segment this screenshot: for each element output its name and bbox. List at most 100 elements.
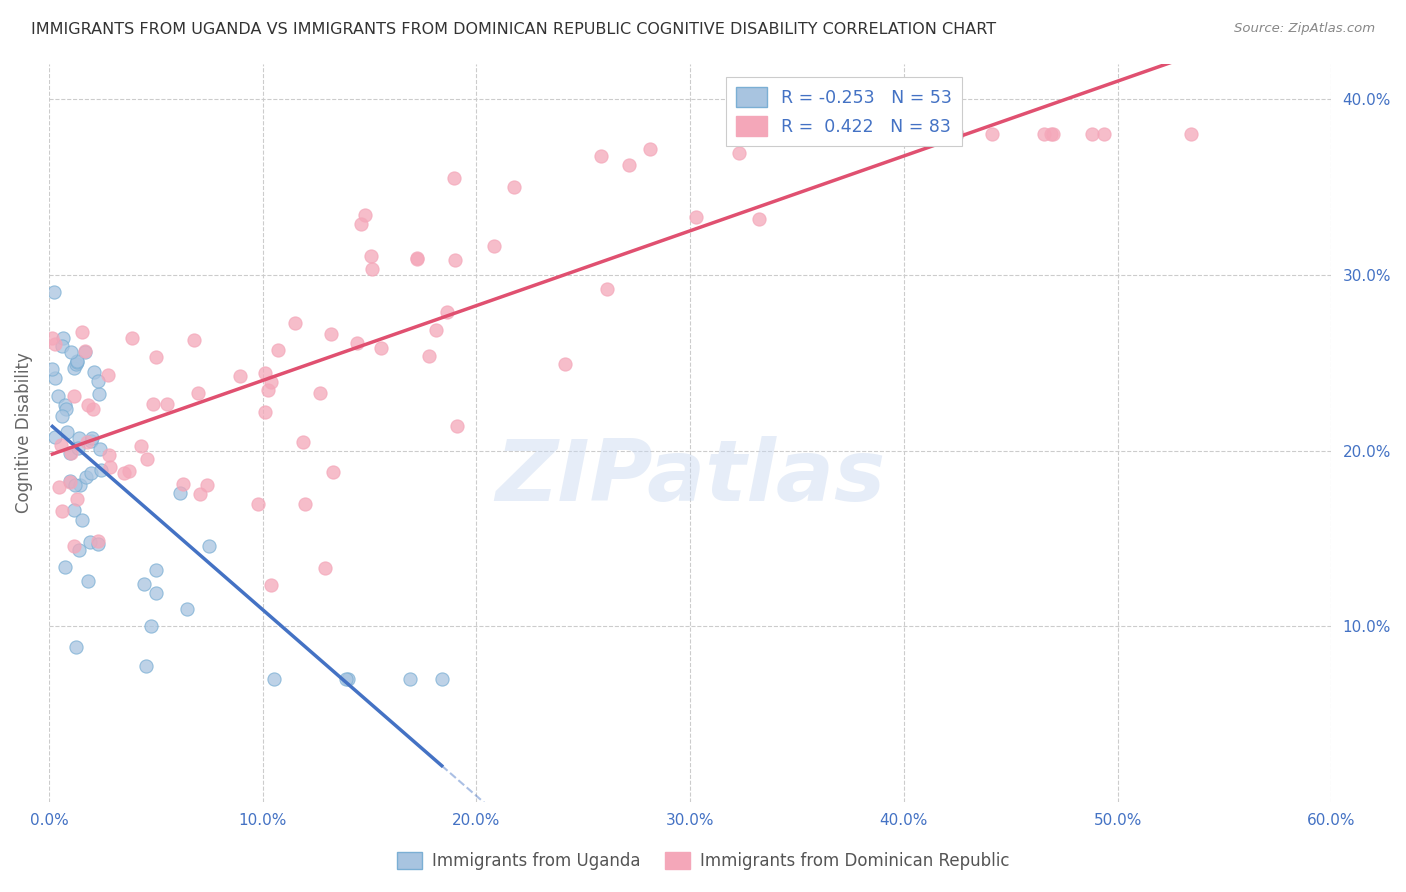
Point	[354, 209, 377, 223]
Point	[44, 430, 66, 444]
Point	[76, 398, 98, 412]
Point	[83, 365, 105, 379]
Point	[335, 672, 357, 686]
Point	[79, 534, 101, 549]
Point	[62, 389, 84, 403]
Point	[66, 441, 89, 455]
Point	[981, 128, 1004, 142]
Point	[294, 497, 316, 511]
Point	[183, 334, 205, 348]
Point	[65, 357, 87, 371]
Point	[44, 285, 66, 300]
Point	[59, 446, 82, 460]
Point	[48, 480, 70, 494]
Text: IMMIGRANTS FROM UGANDA VS IMMIGRANTS FROM DOMINICAN REPUBLIC COGNITIVE DISABILIT: IMMIGRANTS FROM UGANDA VS IMMIGRANTS FRO…	[31, 22, 995, 37]
Point	[254, 366, 277, 380]
Point	[52, 331, 75, 345]
Point	[76, 435, 98, 450]
Point	[257, 383, 280, 397]
Point	[80, 434, 103, 448]
Point	[920, 128, 942, 142]
Point	[51, 339, 73, 353]
Point	[56, 425, 79, 439]
Point	[145, 563, 167, 577]
Point	[121, 331, 143, 345]
Point	[51, 504, 73, 518]
Point	[46, 389, 69, 403]
Point	[502, 180, 524, 194]
Point	[314, 561, 336, 575]
Point	[176, 602, 198, 616]
Point	[63, 503, 86, 517]
Point	[87, 387, 110, 401]
Point	[818, 128, 841, 142]
Point	[44, 336, 66, 351]
Point	[430, 672, 453, 686]
Point	[685, 210, 707, 224]
Point	[135, 451, 157, 466]
Point	[82, 402, 104, 417]
Text: ZIPatlas: ZIPatlas	[495, 435, 886, 519]
Point	[443, 171, 465, 186]
Point	[1032, 128, 1054, 142]
Point	[436, 305, 458, 319]
Legend: R = -0.253   N = 53, R =  0.422   N = 83: R = -0.253 N = 53, R = 0.422 N = 83	[725, 77, 963, 146]
Point	[112, 466, 135, 480]
Point	[1040, 128, 1063, 142]
Point	[260, 578, 283, 592]
Point	[405, 252, 427, 266]
Point	[406, 252, 429, 267]
Point	[360, 249, 382, 263]
Point	[596, 282, 619, 296]
Point	[336, 672, 359, 686]
Point	[589, 149, 612, 163]
Point	[135, 659, 157, 673]
Point	[322, 466, 344, 480]
Point	[727, 145, 749, 160]
Point	[87, 534, 110, 549]
Point	[446, 419, 468, 434]
Point	[309, 386, 332, 401]
Point	[63, 477, 86, 491]
Point	[156, 397, 179, 411]
Point	[67, 431, 90, 445]
Point	[887, 128, 910, 142]
Point	[321, 327, 343, 342]
Point	[945, 128, 967, 142]
Point	[66, 354, 89, 368]
Point	[188, 487, 211, 501]
Point	[65, 640, 87, 654]
Point	[360, 261, 382, 276]
Point	[246, 497, 269, 511]
Point	[75, 469, 97, 483]
Point	[79, 466, 101, 480]
Point	[198, 539, 221, 553]
Legend: Immigrants from Uganda, Immigrants from Dominican Republic: Immigrants from Uganda, Immigrants from …	[389, 845, 1017, 877]
Point	[82, 431, 104, 445]
Point	[97, 448, 120, 462]
Point	[425, 323, 447, 337]
Point	[444, 252, 467, 267]
Point	[172, 476, 194, 491]
Point	[267, 343, 290, 357]
Point	[53, 560, 76, 574]
Point	[44, 371, 66, 385]
Point	[292, 435, 315, 450]
Point	[72, 325, 94, 339]
Point	[62, 361, 84, 376]
Point	[55, 402, 77, 417]
Point	[66, 355, 89, 369]
Point	[65, 491, 87, 506]
Point	[748, 212, 770, 227]
Point	[145, 586, 167, 600]
Point	[1094, 128, 1116, 142]
Point	[841, 128, 863, 142]
Point	[350, 217, 373, 231]
Point	[89, 442, 111, 456]
Point	[263, 672, 285, 686]
Point	[90, 463, 112, 477]
Point	[97, 368, 120, 383]
Point	[70, 513, 93, 527]
Point	[638, 142, 661, 156]
Point	[398, 672, 420, 686]
